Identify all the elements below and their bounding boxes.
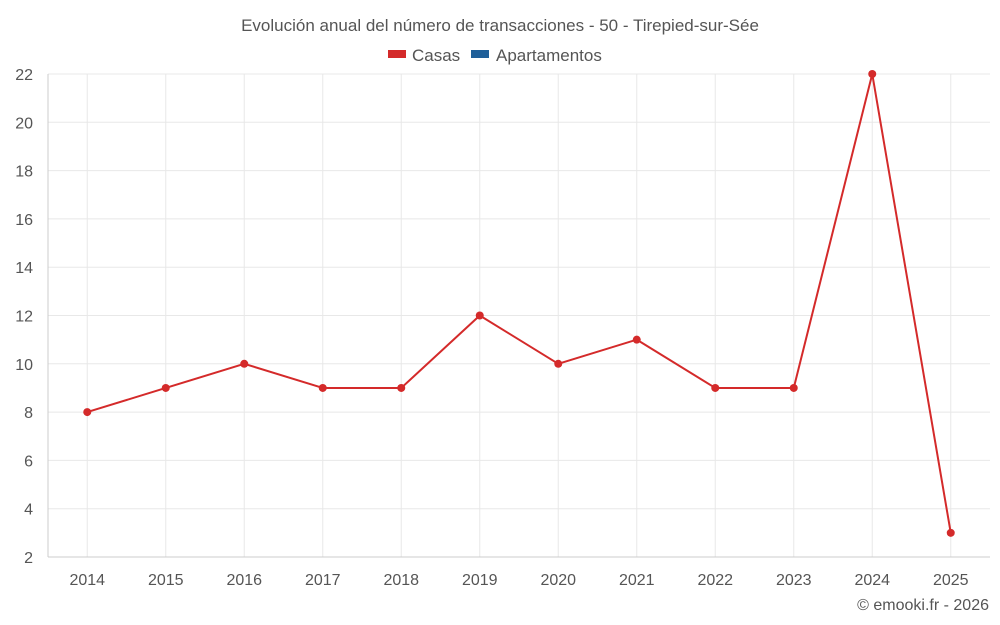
y-tick-label-20: 20 bbox=[15, 115, 33, 132]
x-tick-label-2025: 2025 bbox=[933, 572, 969, 589]
x-tick-label-2023: 2023 bbox=[776, 572, 812, 589]
data-point-casas-2019 bbox=[475, 311, 484, 320]
x-tick-label-2018: 2018 bbox=[383, 572, 419, 589]
x-tick-label-2016: 2016 bbox=[226, 572, 262, 589]
data-point-casas-2018 bbox=[397, 383, 406, 392]
x-axis-ticks: 2014 2015 2016 2017 2018 2019 2020 2021 2022 2023… bbox=[69, 572, 968, 589]
data-point-casas-2020 bbox=[554, 359, 563, 368]
y-tick-label-6: 6 bbox=[24, 453, 33, 470]
axes bbox=[47, 74, 990, 558]
y-tick-label-4: 4 bbox=[24, 502, 33, 519]
data-point-casas-2022 bbox=[711, 383, 720, 392]
data-point-casas-2021 bbox=[632, 335, 641, 344]
series-line-casas bbox=[86, 73, 952, 534]
chart-title: Evolución anual del número de transaccio… bbox=[241, 16, 759, 35]
y-tick-label-8: 8 bbox=[24, 405, 33, 422]
y-axis-ticks: 2 4 6 8 10 12 14 16 18 20 22 bbox=[15, 67, 33, 567]
data-point-casas-2016 bbox=[240, 359, 249, 368]
legend-item-casas[interactable]: Casas bbox=[388, 46, 460, 65]
legend-label-apartamentos: Apartamentos bbox=[496, 46, 602, 65]
x-tick-label-2024: 2024 bbox=[854, 572, 890, 589]
x-tick-label-2017: 2017 bbox=[305, 572, 341, 589]
legend: Casas Apartamentos bbox=[388, 46, 602, 65]
y-tick-label-16: 16 bbox=[15, 212, 33, 229]
y-tick-label-12: 12 bbox=[15, 309, 33, 326]
y-tick-label-14: 14 bbox=[15, 260, 33, 277]
y-tick-label-18: 18 bbox=[15, 164, 33, 181]
data-point-casas-2014 bbox=[83, 408, 92, 417]
legend-label-casas: Casas bbox=[412, 46, 460, 65]
legend-swatch-apartamentos bbox=[471, 50, 489, 58]
y-tick-label-22: 22 bbox=[15, 67, 33, 84]
series bbox=[83, 70, 955, 537]
x-tick-label-2019: 2019 bbox=[462, 572, 498, 589]
x-tick-label-2020: 2020 bbox=[540, 572, 576, 589]
data-point-casas-2024 bbox=[868, 70, 877, 78]
legend-item-apartamentos[interactable]: Apartamentos bbox=[471, 46, 602, 65]
data-point-casas-2025 bbox=[946, 528, 955, 537]
y-tick-label-2: 2 bbox=[24, 550, 33, 567]
credit-text: © emooki.fr - 2026 bbox=[857, 597, 989, 614]
legend-swatch-casas bbox=[388, 50, 406, 58]
x-tick-label-2014: 2014 bbox=[69, 572, 105, 589]
data-point-casas-2023 bbox=[789, 383, 798, 392]
data-point-casas-2015 bbox=[161, 383, 170, 392]
data-point-casas-2017 bbox=[318, 383, 327, 392]
gridlines bbox=[48, 73, 990, 557]
x-tick-label-2015: 2015 bbox=[148, 572, 184, 589]
y-tick-label-10: 10 bbox=[15, 357, 33, 374]
x-tick-label-2022: 2022 bbox=[697, 572, 733, 589]
x-tick-label-2021: 2021 bbox=[619, 572, 655, 589]
